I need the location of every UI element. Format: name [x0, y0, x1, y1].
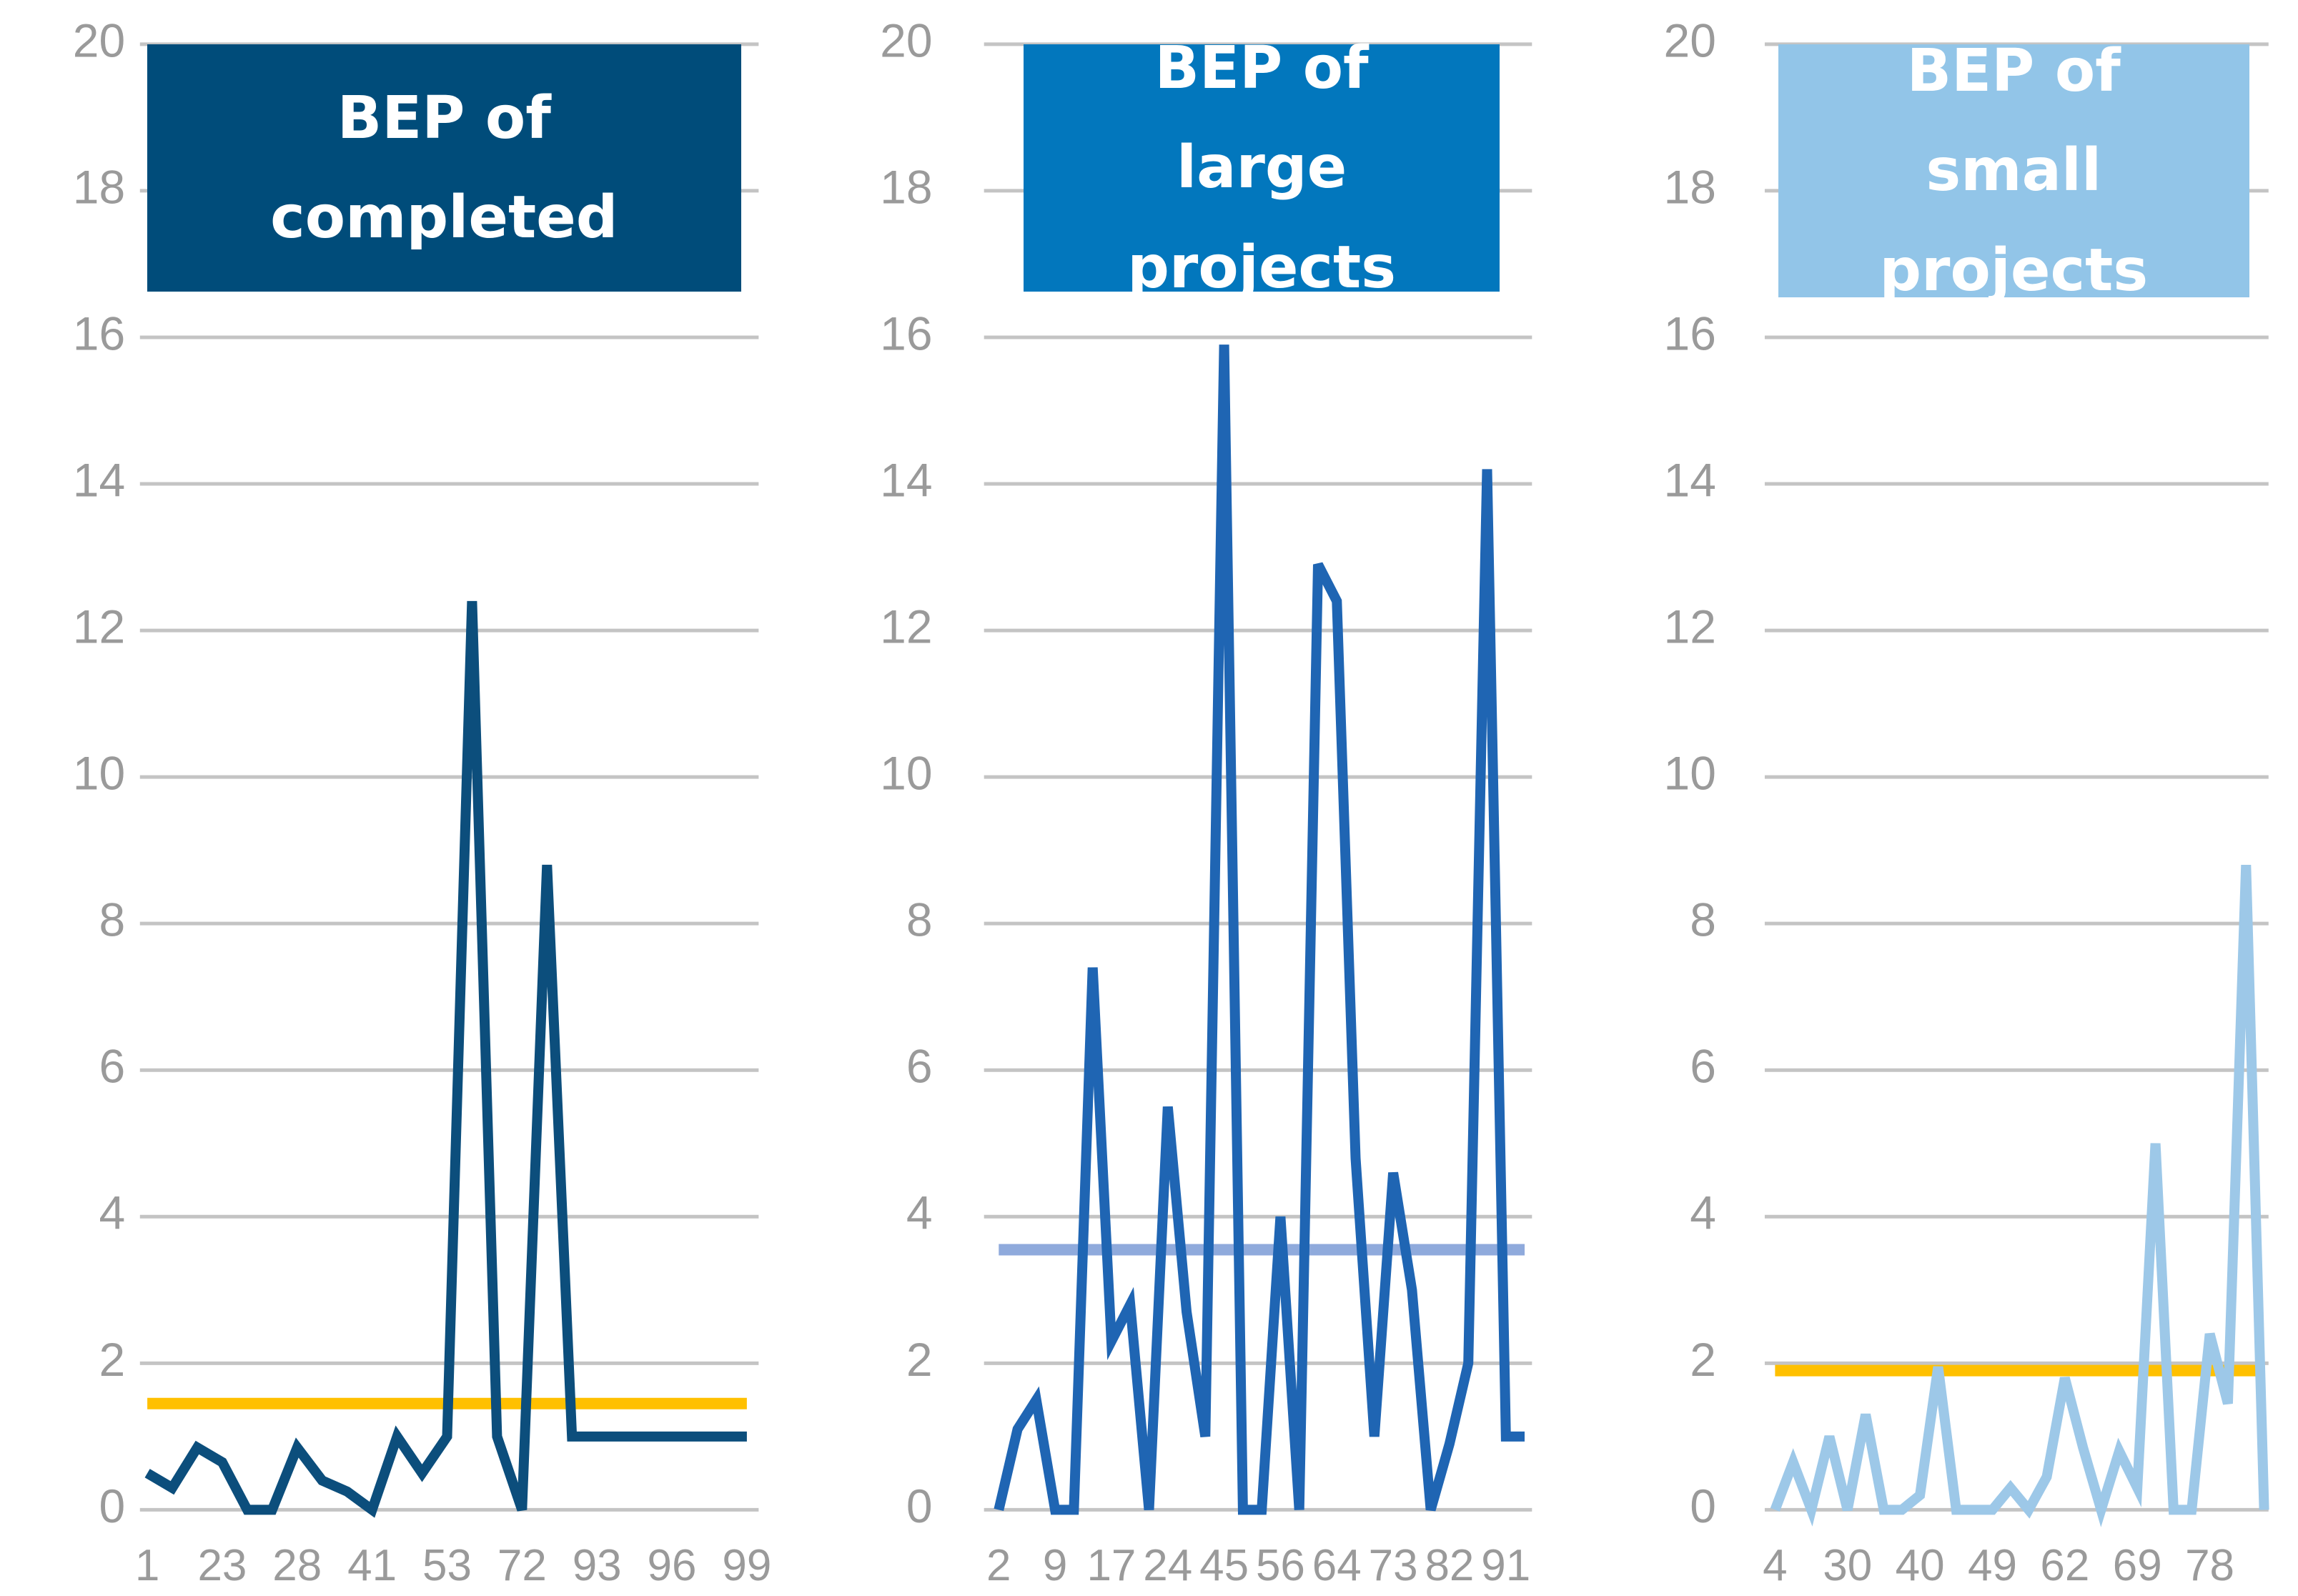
- x-tick-label: 56: [1256, 1541, 1305, 1590]
- y-tick-label: 8: [1690, 893, 1716, 946]
- y-tick-label: 18: [73, 160, 125, 213]
- x-tick-label: 72: [497, 1541, 547, 1590]
- y-tick-label: 14: [880, 453, 932, 506]
- x-tick-label: 82: [1425, 1541, 1474, 1590]
- y-tick-label: 2: [906, 1333, 933, 1386]
- y-tick-label: 14: [1664, 453, 1716, 506]
- x-tick-label: 1: [135, 1541, 159, 1590]
- y-tick-label: 14: [73, 453, 125, 506]
- x-tick-label: 91: [1481, 1541, 1530, 1590]
- x-tick-label: 49: [1968, 1541, 2017, 1590]
- x-tick-label: 99: [722, 1541, 771, 1590]
- x-tick-label: 23: [197, 1541, 247, 1590]
- y-tick-label: 6: [906, 1040, 933, 1093]
- chart-title: BEP of large projects: [1024, 34, 1500, 302]
- data-line: [144, 600, 747, 1518]
- y-tick-label: 0: [99, 1479, 125, 1532]
- x-tick-label: 73: [1369, 1541, 1418, 1590]
- y-tick-label: 16: [73, 307, 125, 360]
- data-line: [1770, 864, 2269, 1527]
- y-tick-label: 12: [73, 600, 125, 653]
- y-tick-label: 10: [73, 747, 125, 800]
- x-tick-label: 45: [1199, 1541, 1249, 1590]
- y-tick-label: 20: [73, 14, 125, 66]
- y-tick-label: 2: [1690, 1333, 1716, 1386]
- y-tick-label: 16: [880, 307, 932, 360]
- x-tick-label: 69: [2113, 1541, 2162, 1590]
- y-tick-label: 2: [99, 1333, 125, 1386]
- y-tick-label: 18: [880, 160, 932, 213]
- y-tick-label: 18: [1664, 160, 1716, 213]
- x-tick-label: 40: [1896, 1541, 1945, 1590]
- y-tick-label: 10: [1664, 747, 1716, 800]
- x-tick-label: 2: [986, 1541, 1011, 1590]
- y-tick-label: 20: [1664, 14, 1716, 66]
- y-tick-label: 16: [1664, 307, 1716, 360]
- x-tick-label: 93: [573, 1541, 622, 1590]
- x-tick-label: 64: [1312, 1541, 1362, 1590]
- x-tick-label: 62: [2040, 1541, 2089, 1590]
- y-tick-label: 8: [906, 893, 933, 946]
- y-tick-label: 6: [99, 1040, 125, 1093]
- chart-title: BEP of completed: [147, 44, 741, 292]
- y-tick-label: 0: [1690, 1479, 1716, 1532]
- y-tick-label: 4: [99, 1186, 125, 1239]
- x-tick-label: 28: [272, 1541, 322, 1590]
- y-tick-label: 4: [906, 1186, 933, 1239]
- x-tick-label: 9: [1043, 1541, 1067, 1590]
- y-tick-label: 8: [99, 893, 125, 946]
- y-tick-label: 0: [906, 1479, 933, 1532]
- data-line: [994, 345, 1525, 1515]
- y-tick-label: 4: [1690, 1186, 1716, 1239]
- y-tick-label: 12: [880, 600, 932, 653]
- y-tick-label: 12: [1664, 600, 1716, 653]
- x-tick-label: 53: [422, 1541, 472, 1590]
- x-tick-label: 17: [1086, 1541, 1136, 1590]
- y-tick-label: 10: [880, 747, 932, 800]
- y-tick-label: 6: [1690, 1040, 1716, 1093]
- x-tick-label: 4: [1763, 1541, 1787, 1590]
- x-tick-label: 96: [648, 1541, 697, 1590]
- x-tick-label: 30: [1823, 1541, 1872, 1590]
- chart-title: BEP of small projects: [1778, 37, 2249, 304]
- y-tick-label: 20: [880, 14, 932, 66]
- x-tick-label: 41: [347, 1541, 397, 1590]
- x-tick-label: 78: [2185, 1541, 2234, 1590]
- x-tick-label: 24: [1143, 1541, 1192, 1590]
